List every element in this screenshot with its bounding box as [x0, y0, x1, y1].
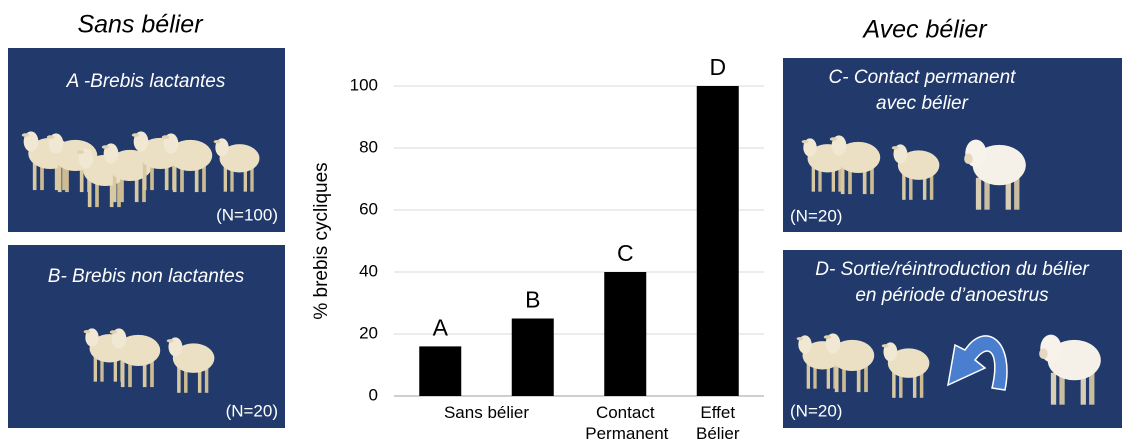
panel-n: (N=20)	[790, 206, 842, 225]
panel-title: D- Sortie/réintroduction du bélier	[815, 259, 1089, 280]
left-heading: Sans bélier	[77, 11, 204, 39]
panel-c: C- Contact permanent avec bélier (N=20)	[783, 58, 1122, 232]
bar-label: B	[525, 287, 540, 313]
x-tick-label: Effet Bélier	[696, 403, 740, 443]
arrow	[947, 335, 1008, 391]
y-axis-label: % brebis cycliques	[311, 162, 332, 319]
panel-title: avec bélier	[876, 93, 969, 114]
bar	[604, 272, 647, 396]
y-tick-label: 60	[359, 199, 378, 218]
panel-a: A -Brebis lactantes (N=100)	[8, 48, 285, 232]
panel-title: en période d’anoestrus	[855, 285, 1049, 306]
bar-label: C	[617, 240, 634, 266]
right-heading: Avec bélier	[861, 16, 988, 44]
bar-label: D	[709, 54, 726, 80]
panel-title: A -Brebis lactantes	[66, 71, 226, 92]
y-tick-label: 80	[359, 137, 378, 156]
bar-label: A	[433, 314, 449, 340]
panel-b: B- Brebis non lactantes (N=20)	[8, 245, 285, 428]
bar	[696, 86, 739, 396]
y-tick-label: 20	[359, 323, 378, 342]
x-tick-label: Sans bélier	[443, 403, 530, 422]
panel-n: (N=20)	[226, 401, 278, 420]
y-tick-label: 40	[359, 261, 378, 280]
panel-title: C- Contact permanent	[829, 67, 1017, 88]
panel-d: D- Sortie/réintroduction du bélier en pé…	[783, 250, 1122, 428]
y-tick-label: 0	[369, 385, 378, 404]
panel-n: (N=100)	[216, 205, 278, 224]
panel-n: (N=20)	[790, 401, 842, 420]
y-tick-label: 100	[350, 75, 378, 94]
x-tick-label: Contact Permanent	[585, 403, 669, 443]
bar	[511, 318, 554, 396]
panel-title: B- Brebis non lactantes	[48, 266, 245, 287]
bar	[419, 346, 462, 396]
